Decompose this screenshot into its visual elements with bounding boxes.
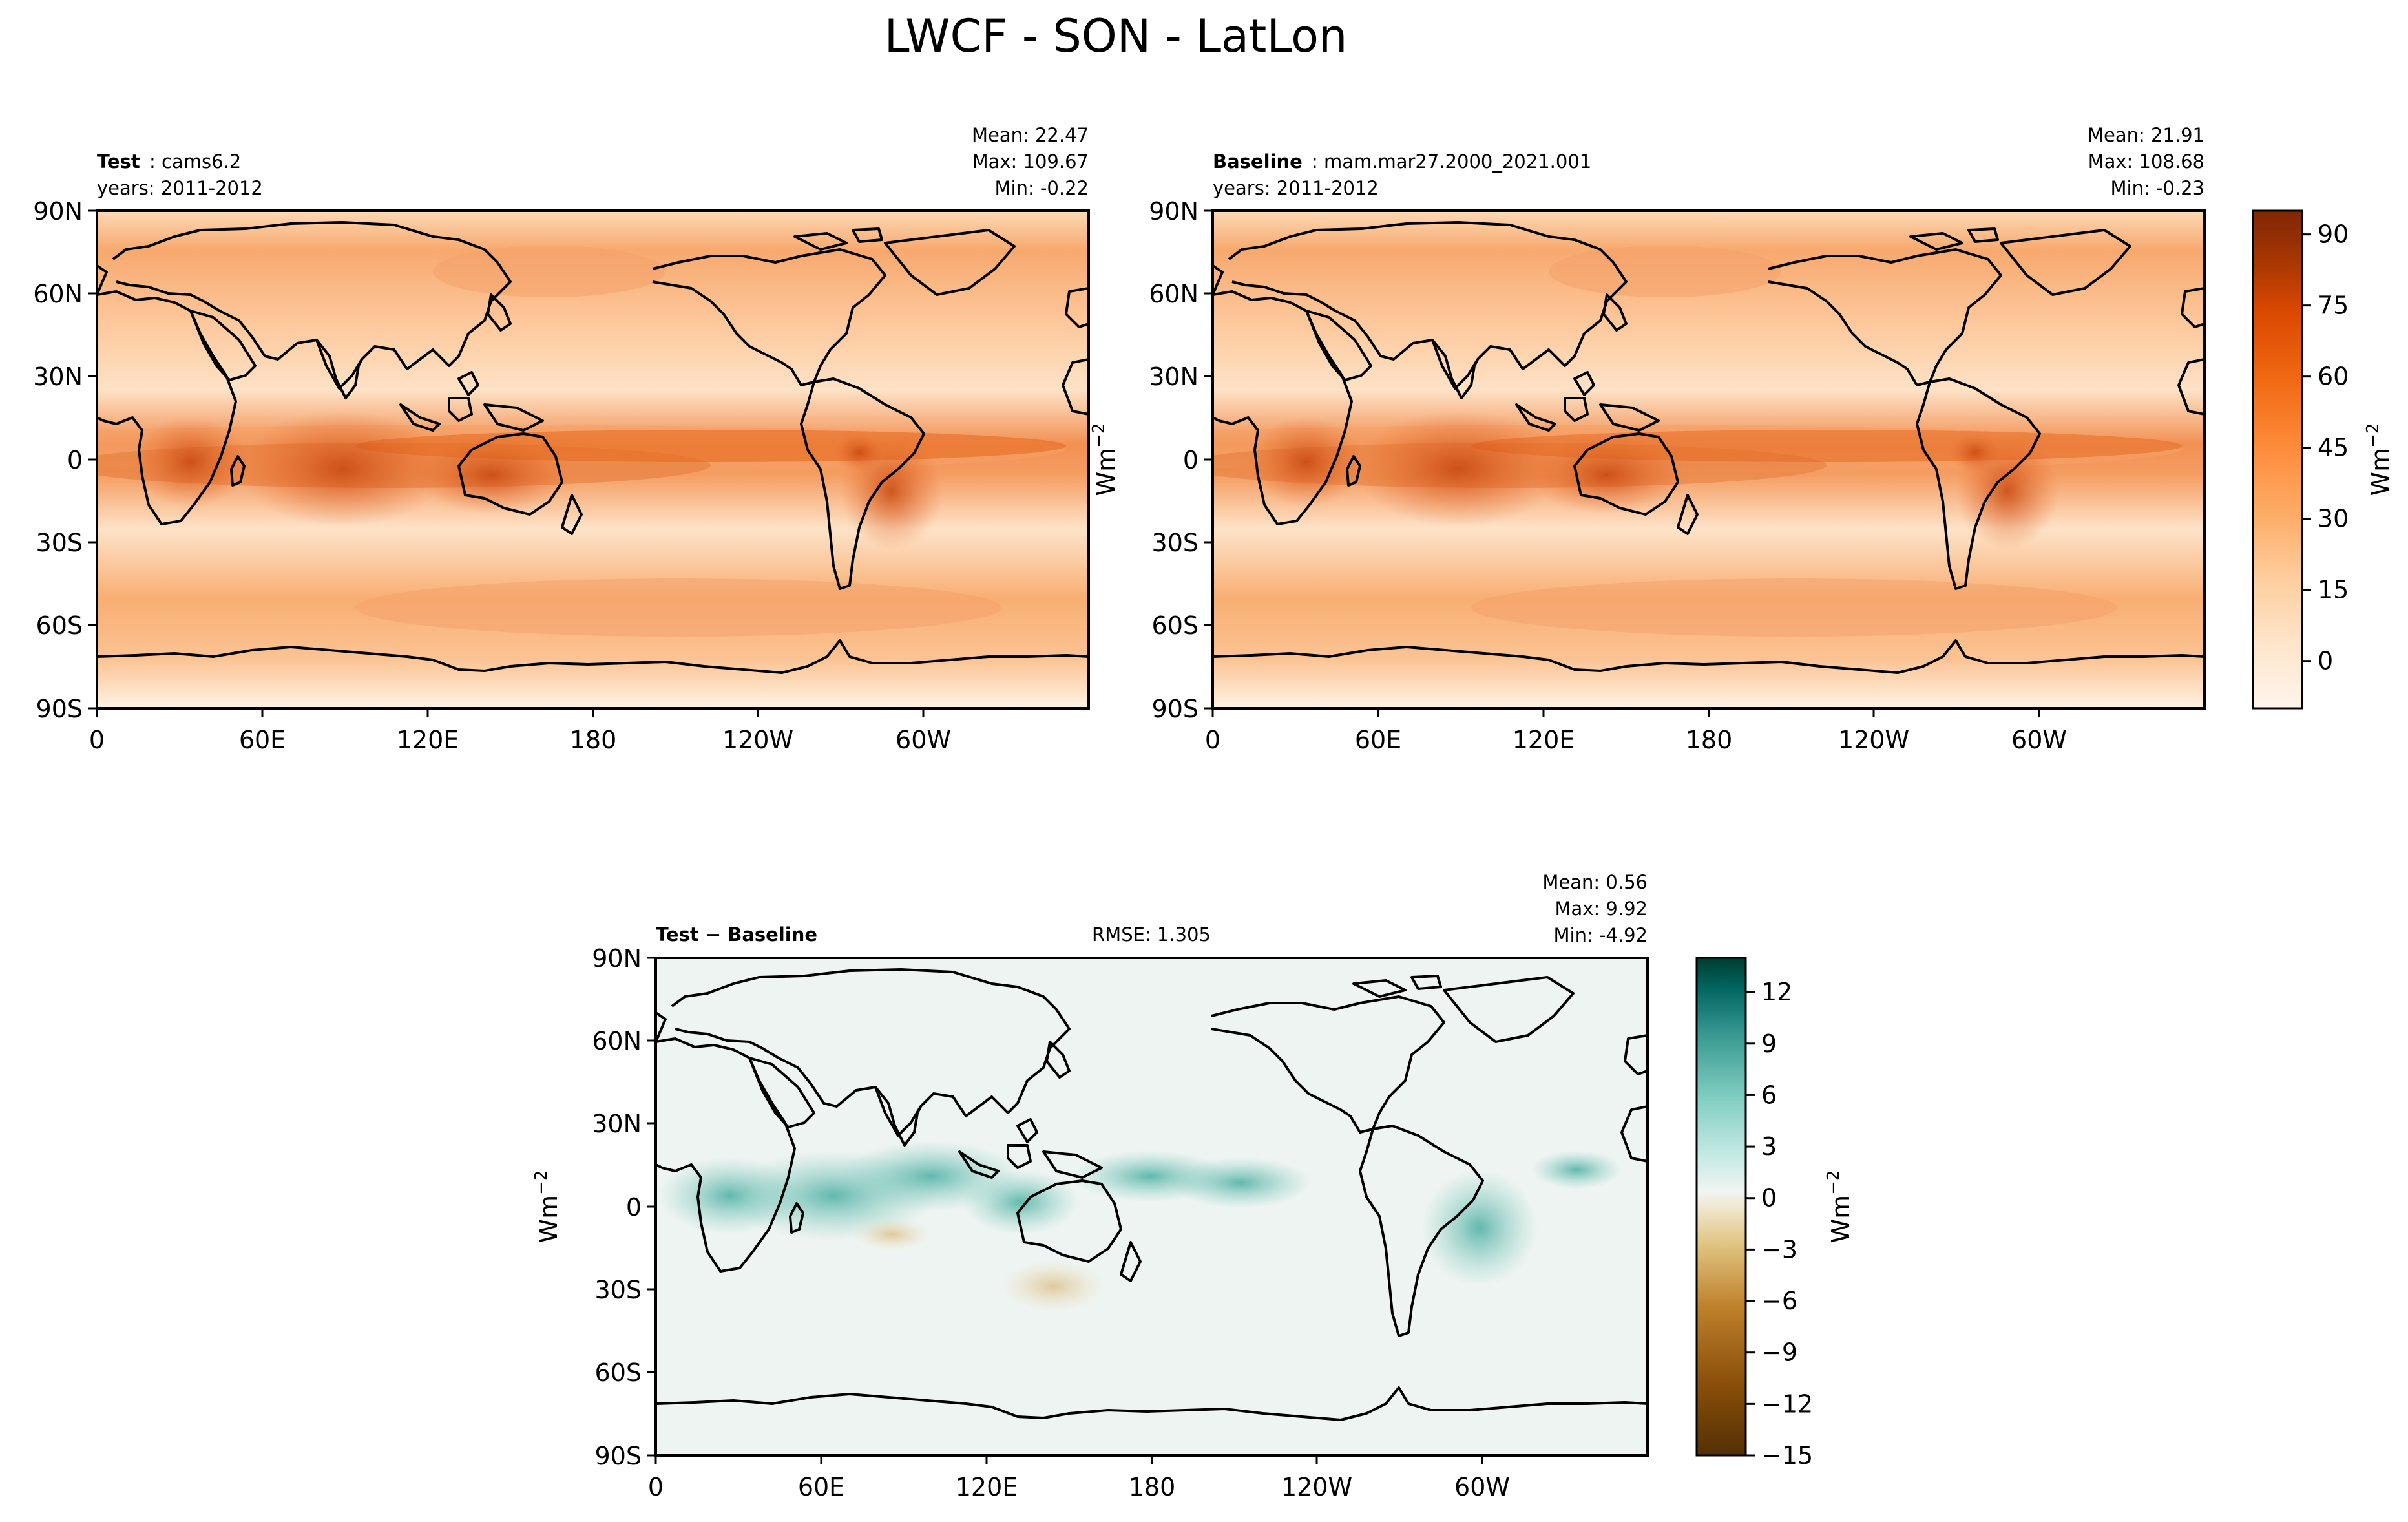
- baseline-label-bold: Baseline: [1213, 151, 1303, 173]
- test-lon-tick-label: 0: [89, 726, 105, 754]
- test-years: years: 2011-2012: [97, 177, 263, 199]
- main-colorbar-units: Wm−2: [2363, 423, 2394, 496]
- baseline-stat-max: Max: 108.68: [2088, 151, 2204, 173]
- diff-lat-tick-label: 60S: [595, 1358, 642, 1387]
- diff-lon-tick-label: 120E: [956, 1473, 1018, 1501]
- baseline-lat-tick-label: 90S: [1152, 695, 1199, 723]
- test-label-bold: Test: [97, 151, 140, 173]
- test-stat-min: Min: -0.22: [995, 177, 1089, 199]
- test-lon-tick-label: 60W: [895, 726, 951, 754]
- test-map-field: [97, 211, 1089, 708]
- diff-lon-tick-label: 60W: [1454, 1473, 1510, 1501]
- baseline-lat-tick-label: 60N: [1149, 280, 1199, 308]
- baseline-stat-min: Min: -0.23: [2111, 177, 2204, 199]
- baseline-lat-tick-label: 90N: [1149, 197, 1199, 226]
- baseline-lon-tick-label: 60W: [2011, 726, 2067, 754]
- cb-diff-tick-label: −9: [1761, 1338, 1797, 1367]
- baseline-lat-tick-label: 0: [1183, 446, 1199, 474]
- cb-diff-tick-label: 0: [1761, 1184, 1777, 1212]
- diff-colorbar-units: Wm−2: [1824, 1170, 1855, 1243]
- cb-diff-tick-label: −3: [1761, 1235, 1797, 1263]
- diff-lat-tick-label: 90S: [595, 1442, 642, 1470]
- diff-stat-min: Min: -4.92: [1554, 924, 1648, 946]
- diff-lat-tick-label: 0: [626, 1193, 642, 1221]
- diff-colorbar-ticks: 12 9 6 3 0 −3 −6 −9 −12 −15: [1746, 978, 1813, 1470]
- cb-main-tick-label: 90: [2318, 220, 2349, 249]
- test-lat-tick-label: 0: [67, 446, 83, 474]
- test-lat-tick-label: 90N: [33, 197, 83, 226]
- cb-diff-tick-label: −6: [1761, 1287, 1797, 1315]
- diff-lat-tick-label: 90N: [592, 944, 642, 973]
- cb-diff-tick-label: −12: [1761, 1390, 1813, 1418]
- baseline-label-rest: : mam.mar27.2000_2021.001: [1312, 151, 1591, 173]
- diff-colorbar-frame: [1695, 957, 1747, 1457]
- baseline-lon-tick-label: 120E: [1513, 726, 1575, 754]
- test-units-label: Wm−2: [1089, 423, 1120, 496]
- cb-main-tick-label: 15: [2318, 576, 2349, 604]
- baseline-lon-tick-label: 180: [1686, 726, 1733, 754]
- main-colorbar-fill: [2253, 211, 2302, 708]
- test-lat-tick-label: 60N: [33, 280, 83, 308]
- diff-lat-axis: [647, 957, 656, 1457]
- diff-colorbar-fill: [1697, 958, 1746, 1455]
- baseline-lat-tick-label: 60S: [1152, 611, 1199, 640]
- diff-lon-tick-label: 120W: [1281, 1473, 1352, 1501]
- test-lat-tick-label: 30N: [33, 363, 83, 391]
- baseline-panel: Baseline : mam.mar27.2000_2021.001 years…: [1149, 124, 2206, 754]
- main-colorbar-frame: [2252, 209, 2303, 710]
- test-lat-tick-label: 60S: [36, 611, 83, 640]
- baseline-lat-tick-label: 30S: [1152, 529, 1199, 557]
- test-lat-tick-label: 30S: [36, 529, 83, 557]
- test-lon-axis: [96, 708, 925, 717]
- diff-lon-tick-label: 0: [648, 1473, 664, 1501]
- cb-main-tick-label: 30: [2318, 505, 2349, 533]
- diff-stat-max: Max: 9.92: [1555, 898, 1648, 920]
- diff-map-field: [656, 958, 1648, 1455]
- test-lon-tick-label: 60E: [239, 726, 286, 754]
- figure-title: LWCF - SON - LatLon: [885, 10, 1348, 63]
- diff-lat-tick-label: 60N: [592, 1027, 642, 1055]
- baseline-lon-tick-label: 120W: [1838, 726, 1909, 754]
- test-lon-tick-label: 120W: [722, 726, 793, 754]
- test-stat-mean: Mean: 22.47: [972, 124, 1089, 146]
- baseline-years: years: 2011-2012: [1213, 177, 1379, 199]
- cb-diff-tick-label: −15: [1761, 1441, 1813, 1470]
- cb-diff-tick-label: 9: [1761, 1030, 1777, 1058]
- diff-label-bold: Test − Baseline: [656, 924, 817, 946]
- cb-diff-tick-label: 6: [1761, 1081, 1777, 1109]
- diff-colorbar: 12 9 6 3 0 −3 −6 −9 −12 −15 Wm−2: [1695, 957, 1855, 1470]
- baseline-map-field: [1213, 211, 2204, 708]
- diff-lon-tick-label: 180: [1129, 1473, 1176, 1501]
- diff-panel: Test − Baseline RMSE: 1.305 Mean: 0.56 M…: [532, 871, 1649, 1501]
- test-panel: Test : cams6.2 years: 2011-2012 Mean: 22…: [33, 124, 1120, 754]
- main-colorbar-ticks: 0 15 30 45 60 75 90: [2302, 220, 2349, 675]
- test-lat-axis: [88, 209, 97, 710]
- diff-stat-mean: Mean: 0.56: [1542, 871, 1648, 893]
- baseline-lon-axis: [1211, 708, 2040, 717]
- cb-main-tick-label: 0: [2318, 647, 2333, 675]
- cb-main-tick-label: 75: [2318, 291, 2349, 320]
- diff-rmse: RMSE: 1.305: [1092, 924, 1211, 946]
- diff-lon-axis: [654, 1455, 1483, 1464]
- diff-lat-tick-label: 30N: [592, 1110, 642, 1138]
- diff-lat-tick-label: 30S: [595, 1276, 642, 1304]
- diff-units-left: Wm−2: [532, 1170, 563, 1243]
- test-lon-tick-label: 180: [570, 726, 617, 754]
- test-stat-max: Max: 109.67: [972, 151, 1089, 173]
- baseline-stat-mean: Mean: 21.91: [2088, 124, 2204, 146]
- test-lat-tick-label: 90S: [36, 695, 83, 723]
- cb-diff-tick-label: 3: [1761, 1132, 1777, 1161]
- main-colorbar: 0 15 30 45 60 75 90 Wm−2: [2252, 209, 2394, 710]
- baseline-lon-tick-label: 60E: [1355, 726, 1401, 754]
- cb-diff-tick-label: 12: [1761, 978, 1792, 1006]
- baseline-lat-axis: [1204, 209, 1213, 710]
- cb-main-tick-label: 60: [2318, 363, 2349, 391]
- test-label-rest: : cams6.2: [149, 151, 241, 173]
- test-lon-tick-label: 120E: [397, 726, 459, 754]
- cb-main-tick-label: 45: [2318, 434, 2349, 462]
- baseline-lon-tick-label: 0: [1205, 726, 1220, 754]
- diff-lon-tick-label: 60E: [798, 1473, 844, 1501]
- baseline-lat-tick-label: 30N: [1149, 363, 1199, 391]
